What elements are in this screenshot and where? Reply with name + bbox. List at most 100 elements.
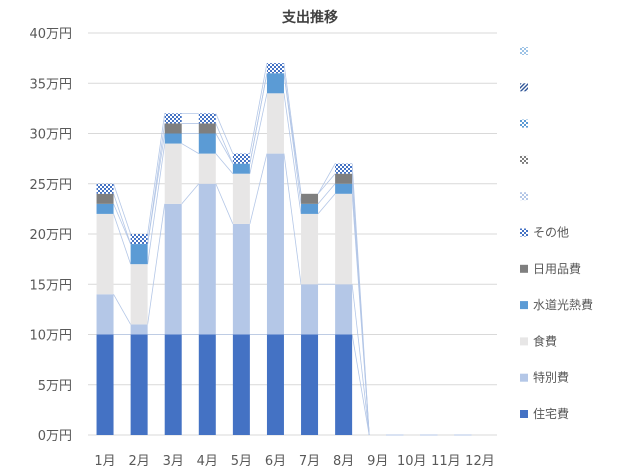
legend-label: 食費 <box>533 333 557 348</box>
legend-swatch <box>520 83 528 92</box>
legend-swatch <box>520 373 528 382</box>
bar-segment-水道光熱費-3月 <box>164 133 182 144</box>
bar-segment-住宅費-3月 <box>164 334 182 435</box>
y-axis: 0万円 5万円 10万円 15万円 20万円 25万円 30万円 35万円 40万円 <box>29 27 72 444</box>
series-line-5 <box>283 63 302 194</box>
bar-segment-その他-8月 <box>335 163 353 174</box>
x-tick-label: 10月 <box>397 454 427 469</box>
legend-swatch <box>520 192 528 201</box>
bar-segment-食費-5月 <box>232 173 250 224</box>
bar-segment-食費-2月 <box>130 264 148 325</box>
series-line-3 <box>215 133 234 164</box>
legend-item: その他 <box>520 226 569 240</box>
series-line-3 <box>113 203 131 245</box>
series-line-5 <box>249 63 268 154</box>
chart-title: 支出推移 <box>281 9 338 26</box>
legend-swatch <box>520 228 528 237</box>
bar-segment-日用品費-1月 <box>96 193 114 204</box>
bar-segment-食費-7月 <box>301 213 319 285</box>
bar-segment-住宅費-6月 <box>266 334 284 435</box>
bar-segment-食費-3月 <box>164 143 182 204</box>
bar-segment-水道光熱費-2月 <box>130 244 148 265</box>
bars <box>96 63 353 435</box>
bar-segment-特別費-7月 <box>301 284 319 335</box>
legend-item: 日用品費 <box>520 261 581 276</box>
x-tick-label: 3月 <box>163 454 184 469</box>
series-line-5 <box>317 163 336 194</box>
series-line-5 <box>113 183 132 235</box>
bar-segment-特別費-5月 <box>232 223 250 335</box>
bar-segment-日用品費-4月 <box>198 123 216 134</box>
x-tick-label: 6月 <box>265 454 286 469</box>
y-tick-label: 30万円 <box>29 128 72 143</box>
bar-segment-水道光熱費-6月 <box>266 73 284 94</box>
legend-swatch <box>520 337 528 346</box>
legend-item <box>520 83 528 92</box>
series-line-4 <box>249 73 268 164</box>
bar-segment-その他-6月 <box>266 63 284 74</box>
bar-segment-特別費-3月 <box>164 203 182 335</box>
legend-item: 水道光熱費 <box>520 297 593 312</box>
bar-segment-住宅費-7月 <box>301 334 319 435</box>
legend-item <box>520 47 528 55</box>
bar-segment-特別費-8月 <box>335 284 353 335</box>
legend-item: 特別費 <box>520 370 569 385</box>
legend-item <box>520 192 528 201</box>
bar-segment-住宅費-2月 <box>130 334 148 435</box>
x-tick-label: 8月 <box>333 454 354 469</box>
series-line-4 <box>147 123 166 245</box>
bar-segment-水道光熱費-5月 <box>232 163 250 174</box>
legend-item: 食費 <box>520 333 557 348</box>
bar-segment-食費-4月 <box>198 153 216 184</box>
legend-swatch <box>520 264 528 273</box>
legend-swatch <box>520 155 528 164</box>
series-line-5 <box>351 163 370 436</box>
legend-item <box>520 119 528 128</box>
series-line-1 <box>113 294 131 325</box>
y-tick-label: 20万円 <box>29 228 72 243</box>
series-line-2 <box>249 93 268 174</box>
series-line-1 <box>249 153 268 225</box>
series-line-4 <box>215 123 234 164</box>
series-line-5 <box>215 113 234 154</box>
series-line-4 <box>317 173 336 195</box>
y-tick-label: 5万円 <box>38 379 72 394</box>
x-tick-label: 7月 <box>299 454 320 469</box>
series-line-1 <box>215 183 234 225</box>
bar-segment-その他-3月 <box>164 113 182 124</box>
legend-swatch <box>520 119 528 128</box>
bar-segment-特別費-6月 <box>266 153 284 335</box>
x-axis: 1月 2月 3月 4月 5月 6月 7月 8月 9月 10月 11月 12月 <box>94 454 494 469</box>
bar-segment-日用品費-3月 <box>164 123 182 134</box>
bar-segment-食費-6月 <box>266 93 284 154</box>
bar-segment-住宅費-8月 <box>335 334 353 435</box>
bar-segment-住宅費-4月 <box>198 334 216 435</box>
legend-item <box>520 155 528 164</box>
series-line-3 <box>317 183 336 205</box>
bar-segment-水道光熱費-4月 <box>198 133 216 154</box>
bar-segment-水道光熱費-8月 <box>335 183 353 194</box>
legend-swatch <box>520 301 528 310</box>
y-tick-label: 10万円 <box>29 329 72 344</box>
x-tick-label: 5月 <box>231 454 252 469</box>
series-line-1 <box>147 203 166 325</box>
bar-segment-特別費-4月 <box>198 183 216 335</box>
bar-segment-日用品費-7月 <box>301 193 319 204</box>
x-tick-label: 9月 <box>367 454 388 469</box>
series-line-2 <box>215 153 234 174</box>
legend-item: 住宅費 <box>520 406 569 421</box>
series-line-1 <box>181 183 200 205</box>
x-tick-label: 4月 <box>197 454 218 469</box>
bar-segment-食費-1月 <box>96 213 114 295</box>
bar-segment-その他-4月 <box>198 113 216 124</box>
bar-segment-特別費-2月 <box>130 324 148 335</box>
bar-segment-日用品費-8月 <box>335 173 353 184</box>
y-tick-label: 35万円 <box>29 77 72 92</box>
x-tick-label: 1月 <box>94 454 115 469</box>
legend-label: 日用品費 <box>533 261 581 276</box>
bar-segment-その他-1月 <box>96 183 114 194</box>
bar-segment-その他-2月 <box>130 234 148 245</box>
y-tick-label: 15万円 <box>29 278 72 293</box>
